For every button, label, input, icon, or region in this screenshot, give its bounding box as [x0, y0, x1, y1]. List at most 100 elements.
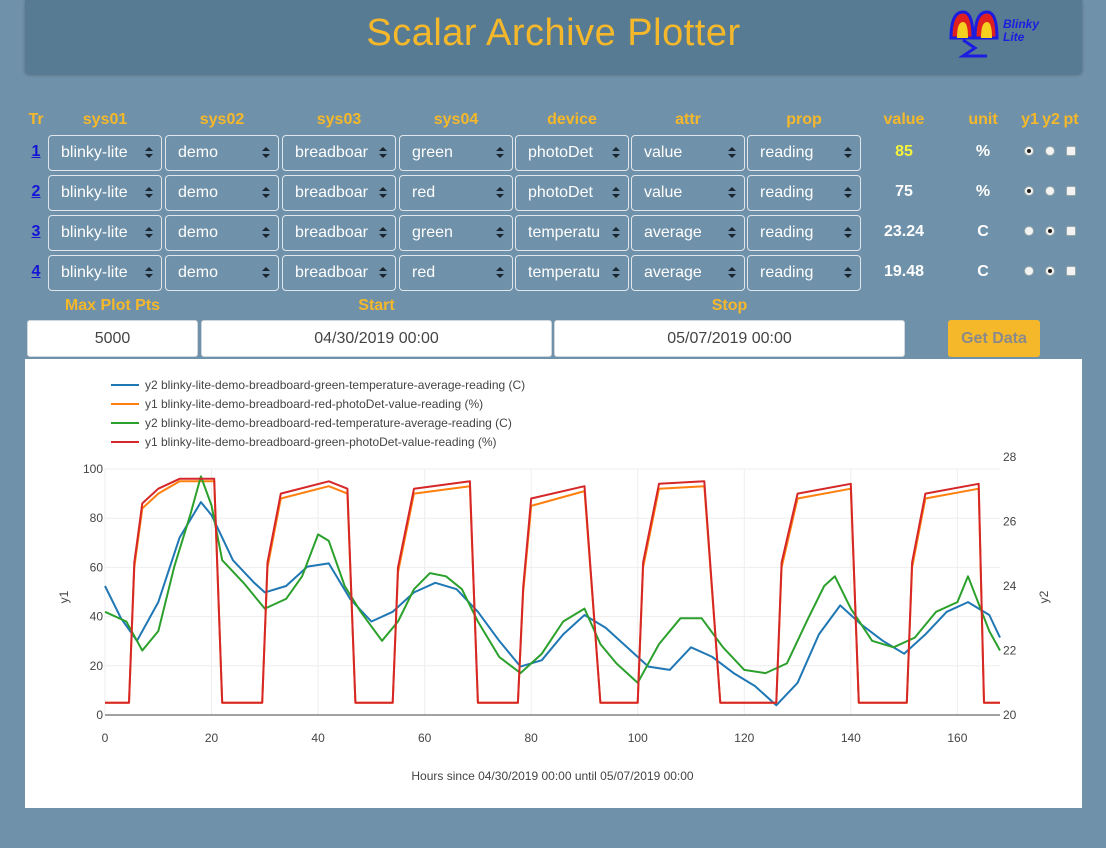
page-title: Scalar Archive Plotter: [366, 12, 741, 54]
prop-select-2[interactable]: reading: [747, 175, 861, 211]
sys02-select-1[interactable]: demo: [165, 135, 279, 171]
attr-select-1[interactable]: value: [631, 135, 745, 171]
header-sys01: sys01: [82, 111, 128, 128]
unit-label: C: [977, 223, 989, 240]
y1-tick-label: 40: [90, 610, 104, 624]
prop-select-value: reading: [760, 184, 814, 201]
prop-select-value: reading: [760, 224, 814, 241]
unit-label: C: [977, 263, 989, 280]
y2-tick-label: 26: [1003, 515, 1017, 529]
attr-select-2[interactable]: value: [631, 175, 745, 211]
logo-line-2: Lite: [1003, 30, 1025, 44]
sys01-select-1[interactable]: blinky-lite: [48, 135, 162, 171]
y2-axis-radio[interactable]: [1045, 266, 1055, 276]
sys04-select-2[interactable]: red: [399, 175, 513, 211]
sys02-select-value: demo: [178, 224, 219, 241]
select-arrows-icon: [379, 147, 387, 159]
x-tick-label: 100: [628, 731, 648, 745]
select-arrows-icon: [379, 187, 387, 199]
sys03-select-3[interactable]: breadboar: [282, 215, 396, 251]
unit-label: %: [975, 183, 991, 200]
header-tr: Tr: [28, 111, 44, 128]
y2-axis-radio[interactable]: [1045, 186, 1055, 196]
y2-axis-radio[interactable]: [1045, 226, 1055, 236]
sys02-select-3[interactable]: demo: [165, 215, 279, 251]
device-select-2[interactable]: photoDet: [515, 175, 629, 211]
y1-axis-radio[interactable]: [1024, 266, 1034, 276]
logo-line-1: Blinky: [1003, 17, 1040, 31]
select-arrows-icon: [612, 147, 620, 159]
header-prop: prop: [786, 111, 822, 128]
sys04-select-value: red: [412, 264, 436, 281]
sys04-select-1[interactable]: green: [399, 135, 513, 171]
select-arrows-icon: [262, 147, 270, 159]
sys01-select-value: blinky-lite: [61, 144, 128, 161]
x-axis-label: Hours since 04/30/2019 00:00 until 05/07…: [411, 769, 694, 783]
points-checkbox[interactable]: [1066, 226, 1076, 236]
sys04-select-value: red: [412, 184, 436, 201]
y1-tick-label: 60: [90, 560, 104, 574]
prop-select-4[interactable]: reading: [747, 255, 861, 291]
header-device: device: [547, 111, 597, 128]
select-arrows-icon: [379, 227, 387, 239]
sys01-select-3[interactable]: blinky-lite: [48, 215, 162, 251]
value-readout: 75: [895, 183, 913, 200]
blinky-lite-logo-icon: [949, 10, 999, 58]
select-arrows-icon: [379, 267, 387, 279]
trace-link-1[interactable]: 1: [31, 143, 41, 160]
y2-axis-label: y2: [1037, 590, 1051, 603]
device-select-4[interactable]: temperatu: [515, 255, 629, 291]
sys03-select-1[interactable]: breadboar: [282, 135, 396, 171]
select-arrows-icon: [145, 267, 153, 279]
get-data-button[interactable]: Get Data: [948, 320, 1040, 357]
attr-select-value: value: [644, 144, 683, 161]
stop-date-input[interactable]: [554, 320, 905, 357]
header-sys04: sys04: [433, 111, 479, 128]
sys03-select-2[interactable]: breadboar: [282, 175, 396, 211]
select-arrows-icon: [145, 227, 153, 239]
sys04-select-3[interactable]: green: [399, 215, 513, 251]
device-select-value: temperatu: [528, 264, 601, 281]
header-pt: pt: [1063, 111, 1079, 128]
sys04-select-value: green: [412, 224, 453, 241]
trace-link-2[interactable]: 2: [31, 183, 41, 200]
points-checkbox[interactable]: [1066, 186, 1076, 196]
y2-axis-radio[interactable]: [1045, 146, 1055, 156]
device-select-value: photoDet: [528, 184, 593, 201]
sys01-select-4[interactable]: blinky-lite: [48, 255, 162, 291]
select-arrows-icon: [496, 227, 504, 239]
y1-axis-radio[interactable]: [1024, 186, 1034, 196]
device-select-1[interactable]: photoDet: [515, 135, 629, 171]
sys02-select-4[interactable]: demo: [165, 255, 279, 291]
select-arrows-icon: [496, 187, 504, 199]
plot-area: 0 20 40 60 80 100 120 140 160 0 20 40 60 80 100 20 22 24 2…: [25, 359, 1082, 808]
trace-link-3[interactable]: 3: [31, 223, 41, 240]
sys01-select-2[interactable]: blinky-lite: [48, 175, 162, 211]
points-checkbox[interactable]: [1066, 146, 1076, 156]
sys02-select-value: demo: [178, 264, 219, 281]
select-arrows-icon: [612, 227, 620, 239]
header-value: value: [883, 111, 925, 128]
attr-select-4[interactable]: average: [631, 255, 745, 291]
prop-select-1[interactable]: reading: [747, 135, 861, 171]
y1-axis-label: y1: [57, 590, 71, 603]
start-date-input[interactable]: [201, 320, 552, 357]
points-checkbox[interactable]: [1066, 266, 1076, 276]
device-select-3[interactable]: temperatu: [515, 215, 629, 251]
y1-axis-radio[interactable]: [1024, 146, 1034, 156]
sys03-select-4[interactable]: breadboar: [282, 255, 396, 291]
sys04-select-4[interactable]: red: [399, 255, 513, 291]
attr-select-value: average: [644, 264, 702, 281]
x-tick-label: 60: [418, 731, 432, 745]
max-plot-pts-input[interactable]: [27, 320, 198, 357]
y1-axis-radio[interactable]: [1024, 226, 1034, 236]
unit-label: %: [975, 143, 991, 160]
select-arrows-icon: [844, 227, 852, 239]
series-line-4: [105, 477, 1000, 704]
stop-label: Stop: [711, 297, 748, 314]
trace-link-4[interactable]: 4: [31, 263, 41, 280]
sys02-select-2[interactable]: demo: [165, 175, 279, 211]
header-sys03: sys03: [316, 111, 362, 128]
prop-select-3[interactable]: reading: [747, 215, 861, 251]
attr-select-3[interactable]: average: [631, 215, 745, 251]
